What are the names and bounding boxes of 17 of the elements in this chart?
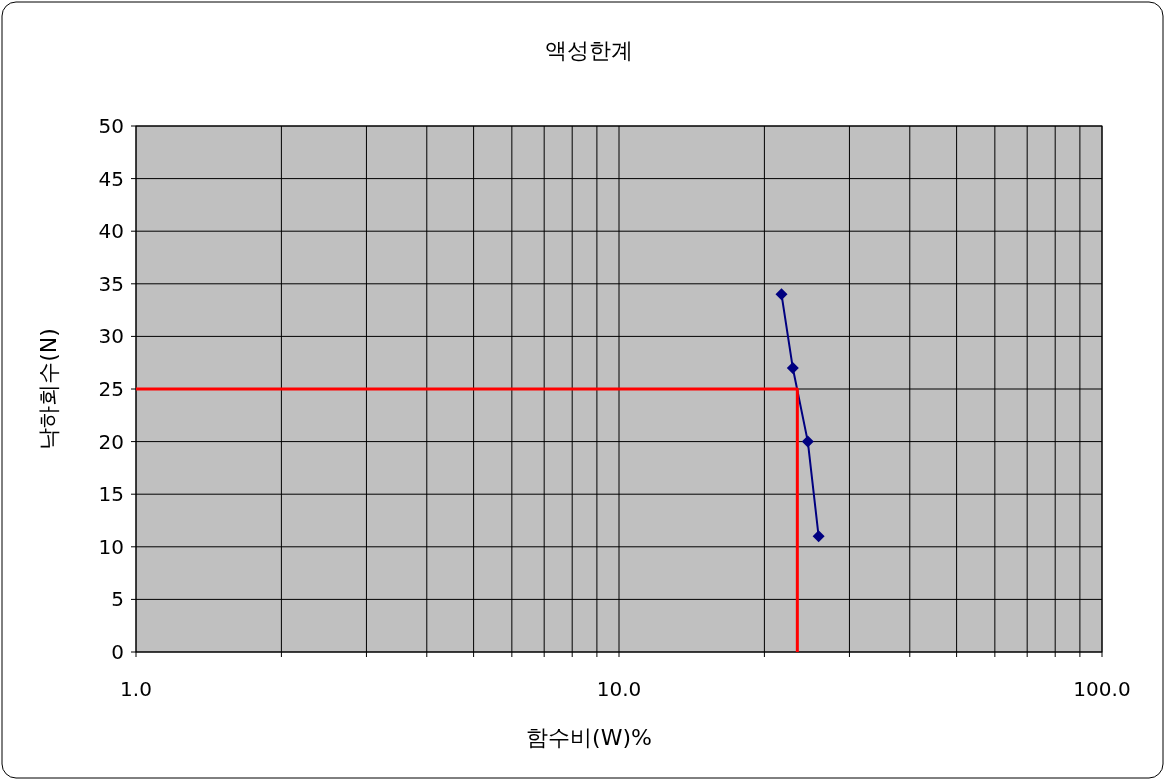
y-tick-label: 20 [98, 429, 124, 454]
x-tick-label: 10.0 [596, 677, 642, 701]
y-tick-label: 0 [111, 640, 124, 664]
chart-title: 액성한계 [545, 38, 633, 63]
y-tick-label: 5 [111, 587, 124, 612]
y-tick-label: 45 [98, 166, 124, 191]
y-tick-label: 30 [98, 324, 124, 349]
y-tick-label: 15 [98, 482, 124, 507]
y-tick-label: 35 [98, 271, 124, 296]
y-tick-label: 50 [98, 114, 124, 138]
y-tick-label: 40 [98, 219, 124, 244]
x-tick-label: 1.0 [120, 677, 152, 701]
y-tick-label: 25 [98, 377, 124, 401]
x-tick-label: 100.0 [1073, 677, 1131, 701]
y-tick-label: 10 [98, 534, 124, 559]
x-axis-title: 함수비(W)% [526, 725, 652, 750]
y-axis-title: 낙하회수(N) [36, 328, 61, 450]
